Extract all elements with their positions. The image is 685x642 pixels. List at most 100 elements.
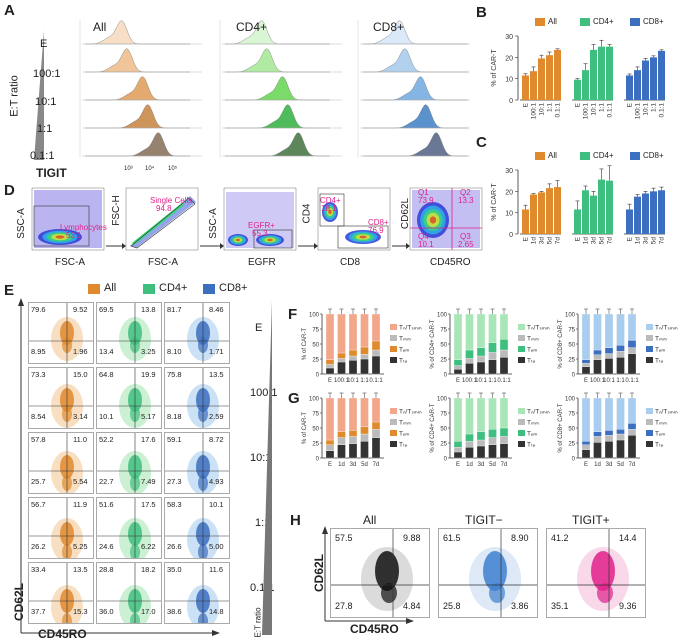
- stack-legend-swatch-1-3: [518, 357, 525, 363]
- e-quadrant-value: 9.52: [73, 305, 88, 314]
- d5-y: CD62L: [400, 197, 412, 230]
- e-quadrant-value: 36.0: [99, 607, 114, 616]
- stack-2-0-3: [581, 313, 591, 360]
- h-quadrant-value: 3.86: [511, 601, 529, 611]
- legend-c-swatch-all: [535, 152, 545, 160]
- h-quadrant-value: 41.2: [551, 533, 569, 543]
- bar-CD4+-1d: [582, 190, 589, 234]
- histogram-0-2: [82, 76, 202, 101]
- gating-plot-2: [223, 187, 297, 251]
- e-plot-cd4-3: 51.6 17.5 24.6 6.22: [96, 497, 162, 559]
- e-quadrant-value: 3.25: [141, 347, 156, 356]
- e-quadrant-value: 15.0: [73, 370, 88, 379]
- ytick-label-2: 20: [505, 189, 513, 196]
- legend-e-label-all: All: [104, 282, 117, 294]
- e-quadrant-value: 18.2: [141, 565, 156, 574]
- stack-ytick-label-2-1: 25: [568, 358, 575, 364]
- bar-CD8+-0.1:1: [658, 50, 665, 100]
- legend-c-label-cd4: CD4+: [593, 151, 614, 160]
- stack-xtick-0-1: 1d: [338, 462, 345, 468]
- xtick-1-3: 1:1: [599, 103, 606, 112]
- stack-2-2-2: [604, 347, 614, 354]
- e-plot-cd4-4: 28.8 18.2 36.0 17.0: [96, 562, 162, 624]
- stack-1-2-0: [476, 361, 486, 375]
- stack-legend-swatch-1-2: [518, 430, 525, 436]
- stack-legend-swatch-0-2: [390, 346, 397, 352]
- stack-legend-label-0-1: Tₘₘ: [399, 420, 411, 427]
- stack-2-1-1: [593, 354, 602, 360]
- e-plot-all-4: 33.4 13.5 37.7 15.3: [28, 562, 94, 624]
- bar-CD4+-7d: [606, 180, 613, 234]
- histogram-1-3: [222, 104, 342, 129]
- e-quadrant-value: 17.0: [141, 607, 156, 616]
- stack-1-4-0: [499, 357, 509, 375]
- legend-swatch-cd4: [580, 18, 590, 26]
- e-quadrant-value: 38.6: [167, 607, 182, 616]
- stack-xtick-1-2: 10:1: [475, 378, 487, 384]
- stack-ytick-label-2-4: 100: [565, 313, 576, 319]
- stack-0-4-2: [371, 340, 381, 351]
- e-quadrant-value: 11.0: [73, 435, 88, 444]
- d5-q2: Q2: [460, 188, 471, 197]
- stack-ytick-label-0-0: 0: [316, 373, 320, 379]
- e-plot-cd8-4: 35.0 11.6 38.6 14.8: [164, 562, 230, 624]
- bar-All-1:1: [546, 55, 553, 100]
- stack-legend-swatch-0-3: [390, 441, 397, 447]
- e-quadrant-value: 5.00: [209, 542, 224, 551]
- d5-q3: Q3: [460, 232, 471, 241]
- stack-xtick-2-0: E: [584, 462, 588, 468]
- stack-1-1-0: [465, 363, 474, 375]
- legend-label-cd8: CD8+: [643, 17, 664, 26]
- y-axis-label: % of CAR-T: [491, 183, 498, 221]
- xtick-1-2: 3d: [591, 237, 598, 245]
- stack-2-3-0: [616, 439, 625, 459]
- e-quadrant-value: 6.22: [141, 542, 156, 551]
- e-plot-cd4-0: 69.5 13.8 13.4 3.25: [96, 302, 162, 364]
- stack-0-3-2: [360, 426, 369, 435]
- stack-2-1-3: [593, 397, 602, 432]
- stack-0-0-3: [325, 313, 335, 360]
- panel-label-h: H: [290, 512, 301, 529]
- stack-2-3-1: [616, 433, 625, 441]
- h-quadrant-value: 8.90: [511, 533, 529, 543]
- stack-legend-label-2-0: Tₙ/Tₛₘₘ: [655, 325, 678, 332]
- bar-All-3d: [538, 192, 545, 234]
- d3-gate-label: EGFR+: [248, 221, 275, 230]
- e-plot-cd4-1: 64.8 19.9 10.1 5.17: [96, 367, 162, 429]
- stack-2-0-3: [581, 397, 591, 442]
- chart-g: 0 25 50 75 100 % of CAR-T E 1d 3d 5d 7d Tₙ/Tₛₘₘ Tₘₘ T…: [302, 392, 678, 468]
- stack-ytick-label-0-0: 0: [316, 457, 320, 463]
- stack-2-4-1: [627, 429, 637, 436]
- stack-1-2-1: [476, 439, 486, 447]
- bar-CD4+-10:1: [590, 49, 597, 100]
- xtick-1-4: 7d: [607, 237, 614, 245]
- stack-xtick-0-4: 7d: [373, 462, 380, 468]
- gate-arrowhead-1: [220, 243, 224, 249]
- stack-xtick-2-1: 1d: [594, 462, 601, 468]
- stack-1-1-2: [465, 433, 474, 442]
- stack-1-2-3: [476, 397, 486, 432]
- stack-ytick-label-1-0: 0: [444, 457, 448, 463]
- stack-ytick-label-2-2: 50: [568, 427, 575, 433]
- gating-plot-1: [125, 187, 199, 251]
- stack-ylabel-2: % of CD8+ CAR-T: [558, 319, 564, 369]
- xtick-2-1: 1d: [635, 237, 642, 245]
- panel-a-col-title-cd4: CD4+: [236, 20, 268, 34]
- d4-y: CD4: [301, 203, 313, 224]
- panel-a-col-title-cd8: CD8+: [373, 20, 405, 34]
- stack-xtick-2-0: E: [584, 378, 588, 384]
- stack-ytick-label-1-3: 75: [440, 412, 447, 418]
- stack-0-2-0: [348, 360, 358, 375]
- stack-legend-label-2-0: Tₙ/Tₛₘₘ: [655, 409, 678, 416]
- stack-0-4-1: [371, 349, 381, 357]
- stack-ylabel-2: % of CD8+ CAR-T: [558, 403, 564, 453]
- bar-CD8+-1d: [634, 196, 641, 234]
- stack-1-3-2: [488, 429, 497, 438]
- stack-2-1-0: [593, 442, 602, 459]
- stack-2-2-0: [604, 358, 614, 375]
- stack-2-3-3: [616, 397, 625, 430]
- e-quadrant-value: 5.17: [141, 412, 156, 421]
- stack-2-3-0: [616, 357, 625, 375]
- stack-xtick-2-2: 3d: [606, 462, 613, 468]
- stack-0-2-0: [348, 443, 358, 459]
